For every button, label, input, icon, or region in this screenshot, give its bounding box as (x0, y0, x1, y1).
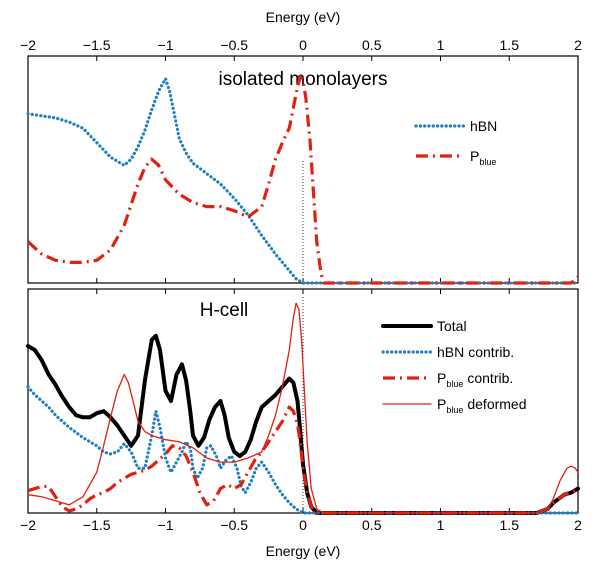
legend-label: Pblue deformed (437, 396, 527, 415)
tick-label: −1 (158, 517, 174, 533)
tick-label: −0.5 (220, 517, 248, 533)
h-cell-panel: H-cell Energy (eV) −2 −1.5 −1 −0.5 0 0.5 1 1.5 2… (20, 288, 582, 559)
tick-label: 0.5 (362, 37, 382, 53)
series-line-hbn (26, 77, 580, 285)
tick-label: 0.5 (362, 517, 382, 533)
top-axis-ticks: −2 −1.5 −1 −0.5 0 0.5 1 1.5 2 (20, 37, 582, 283)
tick-label: −1 (158, 37, 174, 53)
top-axis-label: Energy (eV) (266, 9, 341, 25)
isolated-monolayers-panel: Energy (eV) isolated monolayers −2 −1.5 −1… (20, 9, 582, 285)
legend-label: Total (437, 318, 467, 334)
isolated-monolayers-series (26, 75, 580, 285)
tick-label: −2 (20, 37, 36, 53)
tick-label: 0 (299, 37, 307, 53)
h-cell-series (26, 302, 580, 515)
series-line-p-blue-deformed (27, 302, 579, 514)
tick-label: 0 (299, 517, 307, 533)
tick-label: −1.5 (83, 37, 111, 53)
bottom-axis-label: Energy (eV) (266, 543, 341, 559)
tick-label: 1.5 (500, 37, 520, 53)
tick-label: −1.5 (83, 517, 111, 533)
series-line-p-blue-contrib (27, 405, 579, 515)
bottom-axis-ticks: −2 −1.5 −1 −0.5 0 0.5 1 1.5 2 (20, 289, 582, 533)
tick-label: 1.5 (500, 517, 520, 533)
series-line-hbn-contrib (26, 385, 580, 515)
tick-label: −2 (20, 517, 36, 533)
isolated-monolayers-title: isolated monolayers (219, 69, 388, 90)
tick-label: 1 (437, 517, 445, 533)
legend-label: hBN contrib. (437, 344, 514, 360)
series-line-p-blue (26, 75, 580, 285)
legend-label: hBN (470, 118, 497, 134)
legend-label: Pblue (470, 148, 496, 167)
tick-label: 2 (574, 37, 582, 53)
h-cell-legend: Total hBN contrib. Pblue contrib. Pblue deform… (381, 318, 527, 415)
h-cell-title: H-cell (200, 300, 249, 321)
legend-label: Pblue contrib. (437, 370, 513, 389)
tick-label: 2 (574, 517, 582, 533)
isolated-monolayers-legend: hBN Pblue (414, 118, 497, 167)
tick-label: −0.5 (220, 37, 248, 53)
tick-label: 1 (437, 37, 445, 53)
